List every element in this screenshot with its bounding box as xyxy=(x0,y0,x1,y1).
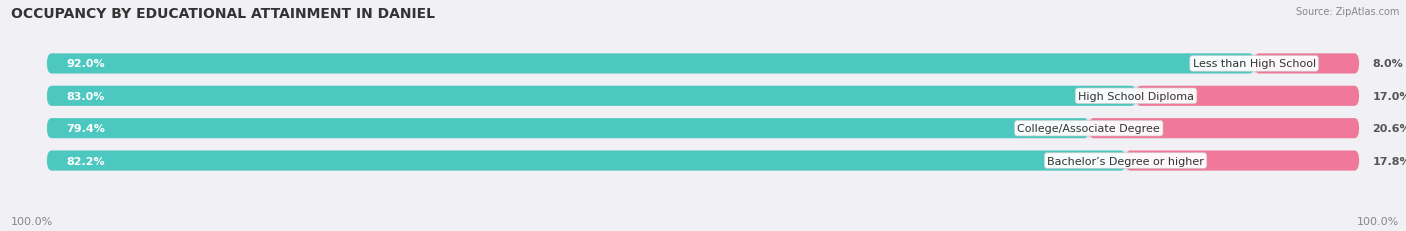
FancyBboxPatch shape xyxy=(46,54,1254,74)
Text: 82.2%: 82.2% xyxy=(66,156,105,166)
FancyBboxPatch shape xyxy=(46,151,1360,171)
Text: 100.0%: 100.0% xyxy=(1357,216,1399,226)
FancyBboxPatch shape xyxy=(15,148,1391,173)
Text: Bachelor’s Degree or higher: Bachelor’s Degree or higher xyxy=(1047,156,1204,166)
FancyBboxPatch shape xyxy=(46,119,1088,139)
FancyBboxPatch shape xyxy=(1126,151,1360,171)
Text: 17.8%: 17.8% xyxy=(1372,156,1406,166)
Text: 17.0%: 17.0% xyxy=(1372,91,1406,101)
Text: 100.0%: 100.0% xyxy=(11,216,53,226)
FancyBboxPatch shape xyxy=(15,52,1391,77)
Text: 8.0%: 8.0% xyxy=(1372,59,1403,69)
Text: College/Associate Degree: College/Associate Degree xyxy=(1018,124,1160,134)
FancyBboxPatch shape xyxy=(15,116,1391,141)
FancyBboxPatch shape xyxy=(46,86,1360,106)
FancyBboxPatch shape xyxy=(15,84,1391,109)
FancyBboxPatch shape xyxy=(46,151,1126,171)
Text: 20.6%: 20.6% xyxy=(1372,124,1406,134)
FancyBboxPatch shape xyxy=(1088,119,1360,139)
FancyBboxPatch shape xyxy=(1254,54,1360,74)
Text: 92.0%: 92.0% xyxy=(66,59,105,69)
Text: 83.0%: 83.0% xyxy=(66,91,105,101)
Text: High School Diploma: High School Diploma xyxy=(1078,91,1194,101)
Text: OCCUPANCY BY EDUCATIONAL ATTAINMENT IN DANIEL: OCCUPANCY BY EDUCATIONAL ATTAINMENT IN D… xyxy=(11,7,436,21)
FancyBboxPatch shape xyxy=(1136,86,1360,106)
FancyBboxPatch shape xyxy=(46,119,1360,139)
FancyBboxPatch shape xyxy=(46,54,1360,74)
Text: 79.4%: 79.4% xyxy=(66,124,105,134)
Text: Less than High School: Less than High School xyxy=(1192,59,1316,69)
Text: Source: ZipAtlas.com: Source: ZipAtlas.com xyxy=(1295,7,1399,17)
FancyBboxPatch shape xyxy=(46,86,1136,106)
